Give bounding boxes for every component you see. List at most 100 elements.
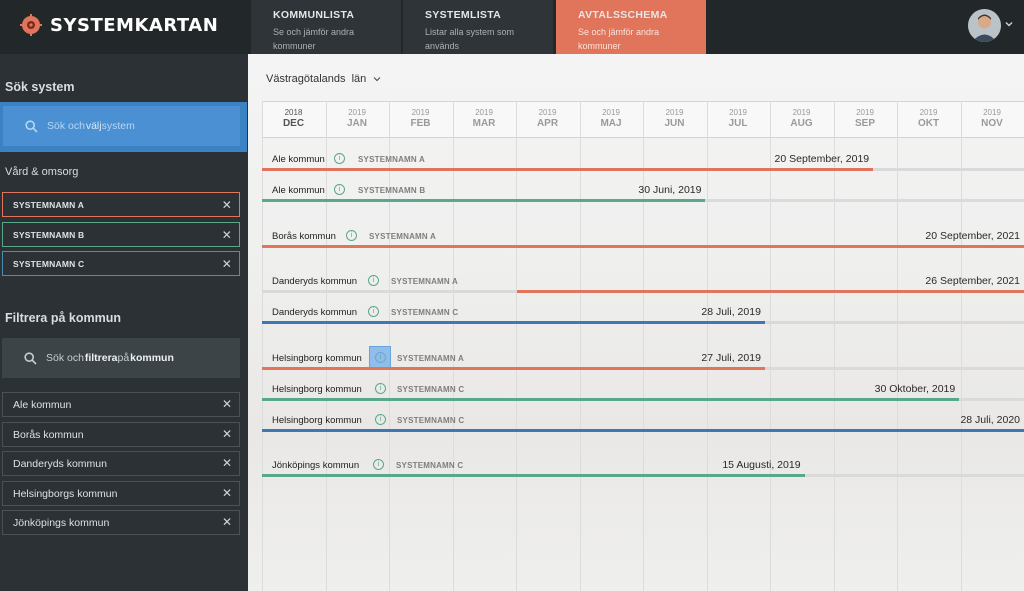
month-gridline (516, 101, 517, 591)
month-header: 2018 DEC (262, 108, 325, 129)
system-chip-b[interactable]: SYSTEMNAMN B ✕ (2, 222, 240, 247)
month-gridline (706, 101, 708, 591)
month-header: 2019 JUL (707, 108, 770, 129)
system-chip-a[interactable]: SYSTEMNAMN A ✕ (2, 192, 240, 217)
month-year: 2019 (919, 108, 938, 117)
system-chip-label: SYSTEMNAMN C (13, 258, 85, 269)
kommun-chip[interactable]: Borås kommun ✕ (2, 422, 240, 447)
month-year: 2019 (411, 108, 430, 117)
info-icon[interactable]: i (334, 153, 345, 164)
kommun-name: Helsingborg kommun (272, 353, 362, 364)
month-year: 2019 (665, 108, 684, 117)
month-name: JUL (728, 118, 748, 129)
chevron-down-icon (373, 77, 381, 82)
month-header: 2019 NOV (961, 108, 1024, 129)
info-icon[interactable]: i (373, 459, 384, 470)
month-gridline (960, 101, 962, 591)
kommun-name: Borås kommun (272, 231, 336, 242)
month-gridline (833, 101, 835, 591)
month-name: OKT (917, 118, 940, 129)
top-bar: SYSTEMKARTAN KOMMUNLISTA Se och jämför a… (0, 0, 1024, 54)
tab-title: AVTALSSCHEMA (578, 9, 668, 21)
tab-avtalsschema[interactable]: AVTALSSCHEMA Se och jämför andra kommune… (556, 0, 706, 54)
info-icon[interactable]: i (368, 275, 379, 286)
placeholder-bold: filtrera (84, 352, 118, 364)
region-select[interactable]: Västragötalands län (266, 73, 382, 85)
contract-end-date: 20 September, 2019 (774, 153, 870, 165)
info-icon[interactable]: i (375, 414, 386, 425)
system-name: SYSTEMNAMN C (391, 308, 459, 317)
month-gridline (770, 101, 771, 591)
close-icon[interactable]: ✕ (221, 486, 232, 500)
month-name: NOV (981, 118, 1003, 129)
tab-description: Se och jämför andra kommuner (578, 27, 660, 51)
category-label: Vård & omsorg (5, 166, 79, 178)
kommun-name: Danderyds kommun (272, 307, 358, 318)
kommun-chip-label: Jönköpings kommun (13, 516, 110, 529)
info-icon[interactable]: i (346, 230, 357, 241)
contract-end-date: 28 Juli, 2019 (701, 306, 761, 318)
kommun-chip[interactable]: Ale kommun ✕ (2, 392, 240, 417)
kommun-chip-label: Ale kommun (13, 398, 72, 411)
close-icon[interactable]: ✕ (221, 228, 232, 242)
month-year: 2018 (284, 108, 303, 117)
month-name: JUN (664, 118, 685, 129)
month-name: AUG (790, 118, 813, 129)
contract-end-date: 15 Augusti, 2019 (722, 459, 801, 471)
month-header: 2019 JAN (326, 108, 389, 129)
tab-description: Se och jämför andra kommuner (273, 27, 355, 51)
avatar[interactable] (968, 9, 1001, 42)
close-icon[interactable]: ✕ (221, 427, 232, 441)
kommun-name: Helsingborg kommun (272, 384, 362, 395)
info-icon[interactable]: i (375, 383, 386, 394)
close-icon[interactable]: ✕ (221, 257, 232, 271)
month-header: 2019 MAR (453, 108, 516, 129)
contract-bar (262, 398, 960, 401)
close-icon[interactable]: ✕ (221, 515, 232, 529)
search-icon (24, 351, 37, 365)
tab-kommunlista[interactable]: KOMMUNLISTA Se och jämför andra kommuner (251, 0, 401, 54)
close-icon[interactable]: ✕ (221, 456, 232, 470)
search-kommun-input[interactable]: Sök och filtrera på kommun (2, 338, 240, 378)
kommun-name: Helsingborg kommun (272, 415, 362, 426)
system-chip-c[interactable]: SYSTEMNAMN C ✕ (2, 251, 240, 276)
placeholder-text: Sök och (47, 120, 85, 132)
system-name: SYSTEMNAMN A (397, 354, 464, 363)
close-icon[interactable]: ✕ (221, 397, 232, 411)
placeholder-text: Sök och (46, 352, 84, 364)
contract-end-date: 30 Juni, 2019 (638, 184, 702, 196)
info-icon[interactable]: i (334, 184, 345, 195)
system-chip-label: SYSTEMNAMN B (13, 229, 85, 240)
contract-end-date: 20 September, 2021 (925, 230, 1020, 242)
sidebar: Sök system Sök och välj system Vård & om… (0, 54, 248, 591)
info-icon[interactable]: i (368, 306, 379, 317)
month-header: 2019 JUN (643, 108, 706, 129)
month-gridline (452, 101, 454, 591)
app-title: SYSTEMKARTAN (50, 14, 219, 36)
search-system-input[interactable]: Sök och välj system (3, 106, 240, 146)
month-year: 2019 (538, 108, 557, 117)
app-logo[interactable]: SYSTEMKARTAN (20, 14, 218, 36)
month-name: MAJ (600, 118, 622, 129)
kommun-chip[interactable]: Danderyds kommun ✕ (2, 451, 240, 476)
month-gridline (579, 101, 581, 591)
close-icon[interactable]: ✕ (221, 198, 232, 212)
contract-bar (516, 290, 1024, 293)
contract-bar (262, 168, 874, 171)
user-menu[interactable] (946, 0, 1024, 54)
contract-bar (262, 245, 1024, 248)
filter-heading: Filtrera på kommun (5, 311, 121, 325)
timeline-panel: Västragötalands län 2018 DEC 2019 JAN 2019 FE… (248, 54, 1024, 591)
tab-systemlista[interactable]: SYSTEMLISTA Listar alla system som använ… (403, 0, 553, 54)
contract-bar (262, 429, 1024, 432)
kommun-chip[interactable]: Jönköpings kommun ✕ (2, 510, 240, 535)
kommun-chip[interactable]: Helsingborgs kommun ✕ (2, 481, 240, 506)
info-icon[interactable]: i (375, 352, 386, 363)
month-name: APR (536, 118, 559, 129)
month-year: 2019 (792, 108, 811, 117)
month-header: 2019 AUG (770, 108, 833, 129)
month-gridline (325, 101, 327, 591)
chevron-down-icon[interactable] (1004, 19, 1014, 29)
month-name: DEC (282, 118, 305, 129)
contract-bar (262, 367, 765, 370)
